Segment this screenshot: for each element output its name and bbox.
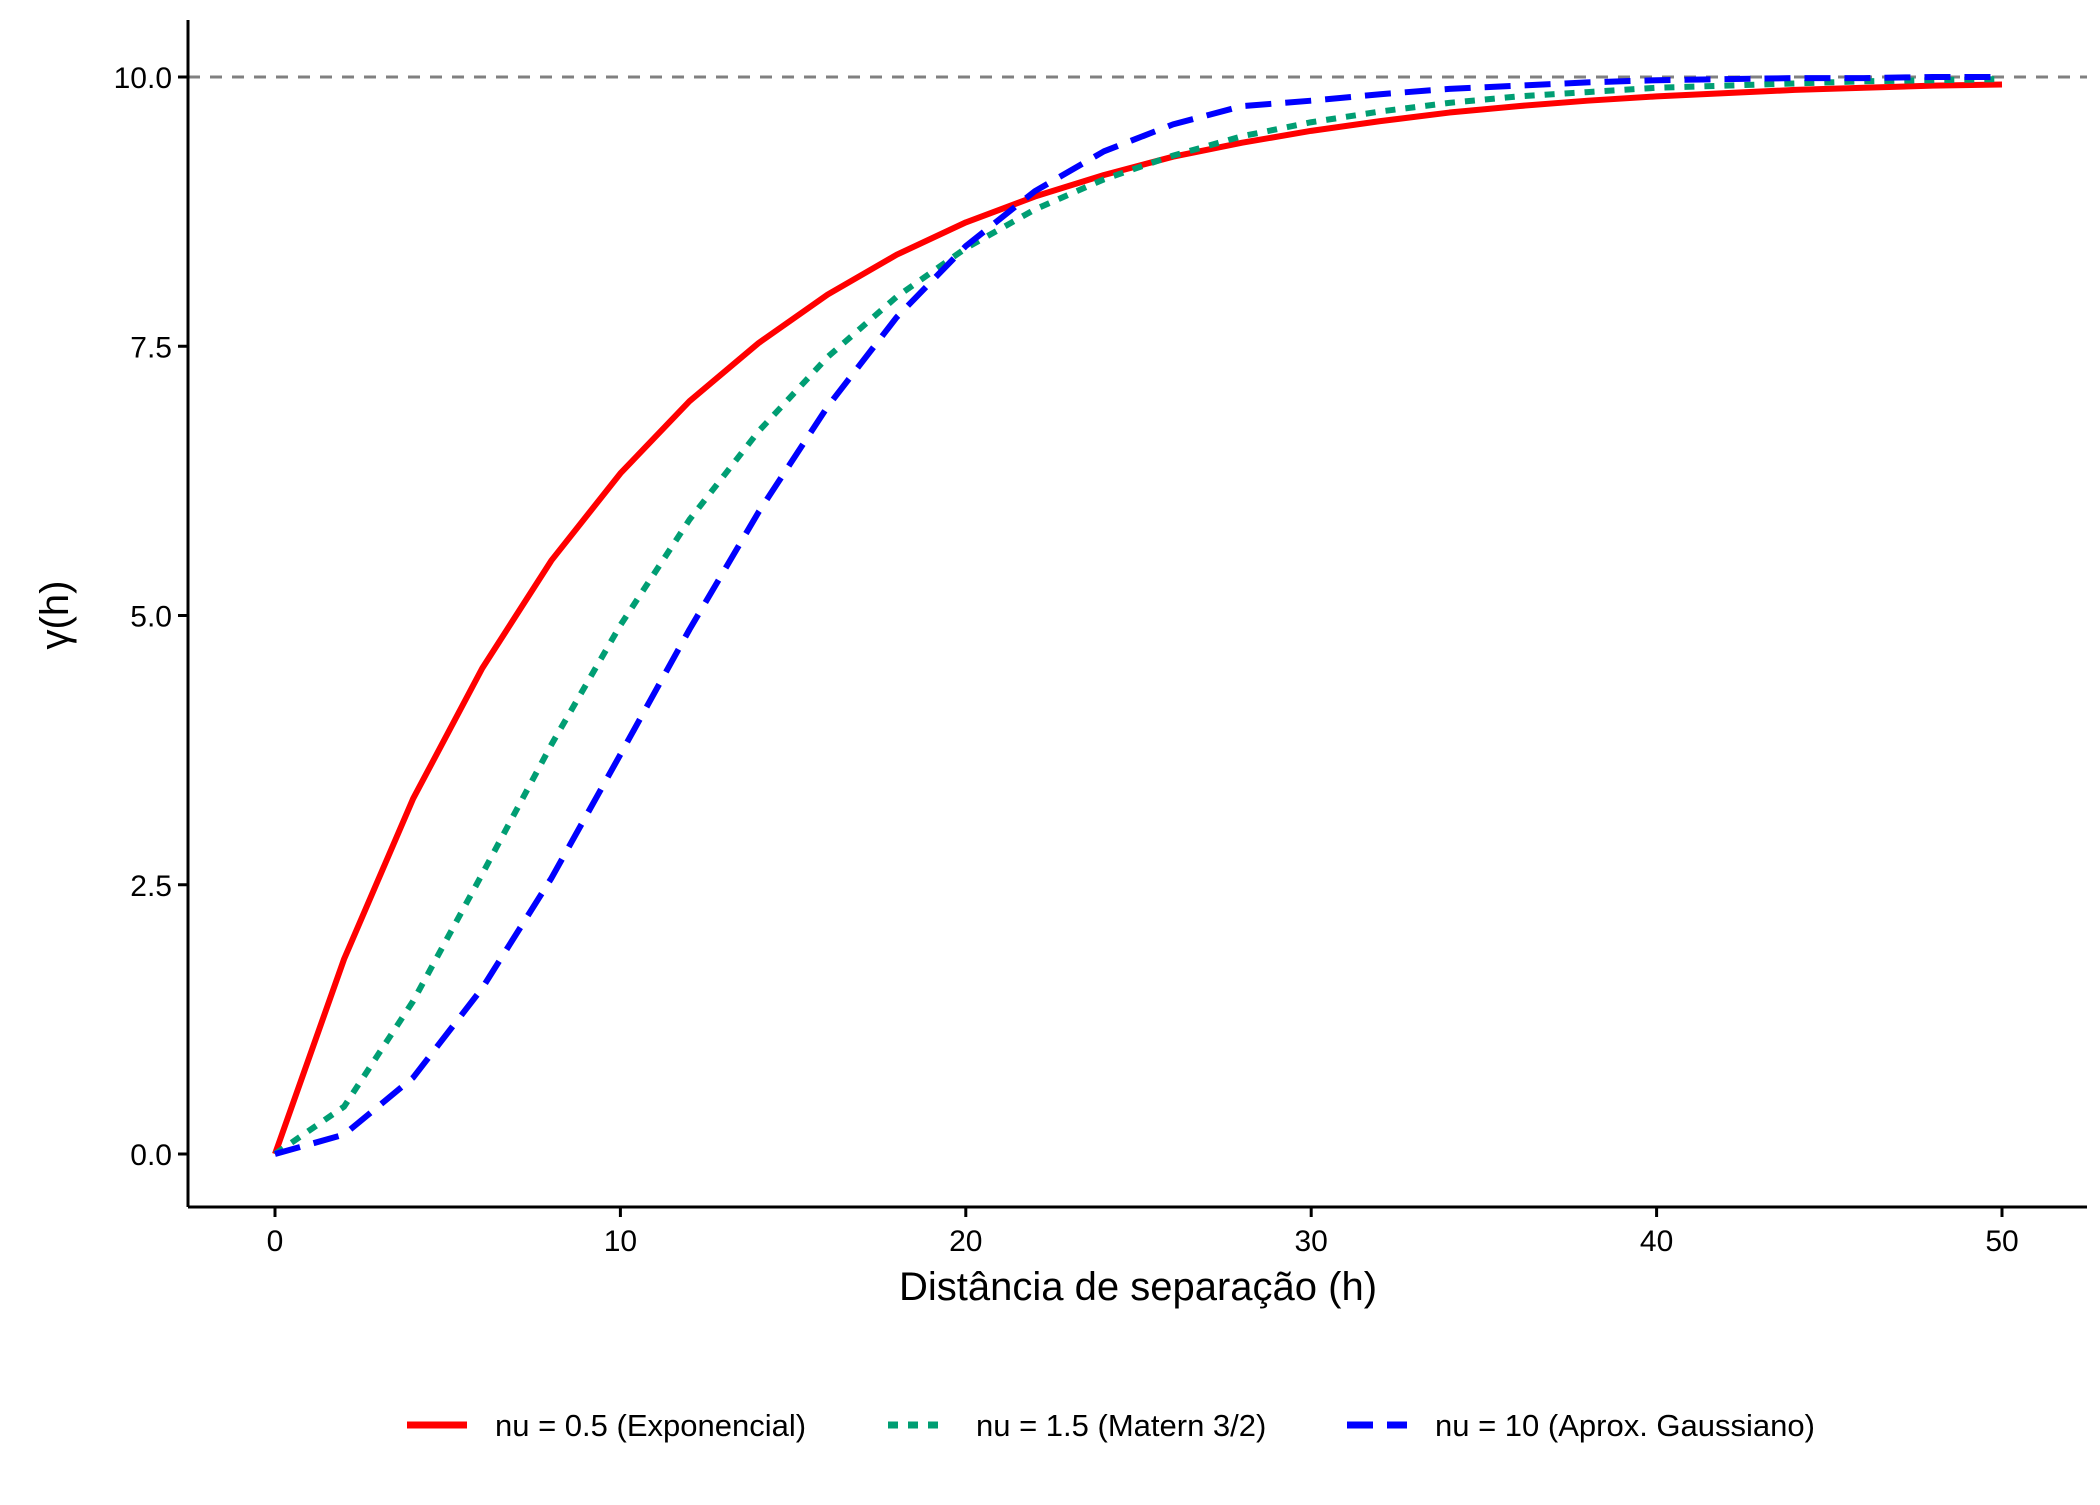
- x-tick-label: 10: [604, 1225, 637, 1258]
- plot-area: [188, 74, 2087, 1157]
- y-tick-label: 5.0: [130, 601, 172, 634]
- y-tick-label: 10.0: [114, 62, 172, 95]
- x-tick-label: 50: [1985, 1225, 2018, 1258]
- y-tick-label: 7.5: [130, 331, 172, 364]
- legend-label-3: nu = 10 (Aprox. Gaussiano): [1435, 1408, 1815, 1443]
- series-line-2: [273, 76, 2003, 1157]
- axes: 0 10 20 30 40 50 0.0 2.5 5.0 7.5 10.0: [114, 20, 2087, 1258]
- legend-label-2: nu = 1.5 (Matern 3/2): [976, 1408, 1266, 1443]
- x-axis-title: Distância de separação (h): [899, 1265, 1377, 1309]
- series-line-1: [272, 81, 2003, 1156]
- x-tick-label: 20: [949, 1225, 982, 1258]
- y-tick-label: 2.5: [130, 870, 172, 903]
- y-axis-title: γ(h): [33, 581, 77, 650]
- series-line-3: [274, 74, 2002, 1157]
- legend: nu = 0.5 (Exponencial) nu = 1.5 (Matern 3…: [407, 1408, 1815, 1443]
- legend-label-1: nu = 0.5 (Exponencial): [495, 1408, 806, 1443]
- x-tick-label: 0: [267, 1225, 284, 1258]
- x-tick-label: 40: [1640, 1225, 1673, 1258]
- x-tick-label: 30: [1295, 1225, 1328, 1258]
- y-tick-label: 0.0: [130, 1139, 172, 1172]
